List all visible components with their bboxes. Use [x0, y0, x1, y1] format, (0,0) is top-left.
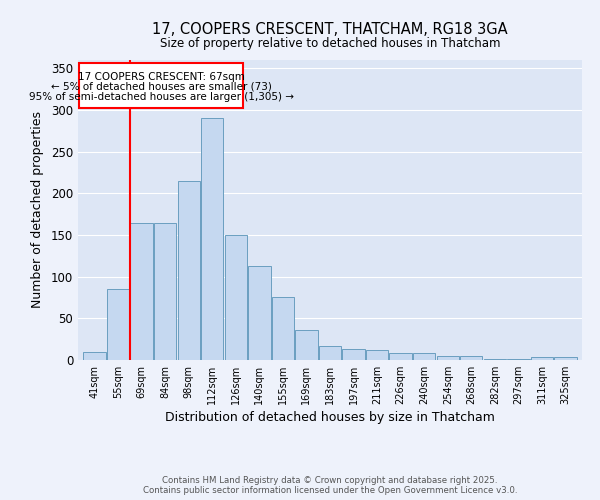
- Bar: [484, 359, 506, 360]
- Bar: [531, 356, 553, 360]
- Bar: [460, 356, 482, 360]
- Bar: [201, 118, 223, 360]
- Text: Contains public sector information licensed under the Open Government Licence v3: Contains public sector information licen…: [143, 486, 517, 495]
- Bar: [130, 222, 153, 360]
- Bar: [295, 330, 317, 360]
- X-axis label: Distribution of detached houses by size in Thatcham: Distribution of detached houses by size …: [165, 411, 495, 424]
- Bar: [83, 352, 106, 360]
- Bar: [507, 359, 530, 360]
- Bar: [154, 222, 176, 360]
- Bar: [178, 181, 200, 360]
- Bar: [413, 354, 436, 360]
- Bar: [107, 289, 129, 360]
- Bar: [366, 350, 388, 360]
- Y-axis label: Number of detached properties: Number of detached properties: [31, 112, 44, 308]
- Text: Size of property relative to detached houses in Thatcham: Size of property relative to detached ho…: [160, 38, 500, 51]
- Text: 95% of semi-detached houses are larger (1,305) →: 95% of semi-detached houses are larger (…: [29, 92, 293, 102]
- Text: 17, COOPERS CRESCENT, THATCHAM, RG18 3GA: 17, COOPERS CRESCENT, THATCHAM, RG18 3GA: [152, 22, 508, 38]
- Bar: [437, 356, 459, 360]
- Bar: [554, 356, 577, 360]
- Bar: [224, 235, 247, 360]
- Bar: [79, 64, 243, 108]
- Text: ← 5% of detached houses are smaller (73): ← 5% of detached houses are smaller (73): [50, 82, 271, 92]
- Bar: [248, 266, 271, 360]
- Bar: [389, 352, 412, 360]
- Bar: [272, 296, 294, 360]
- Text: 17 COOPERS CRESCENT: 67sqm: 17 COOPERS CRESCENT: 67sqm: [77, 72, 244, 82]
- Bar: [343, 349, 365, 360]
- Bar: [319, 346, 341, 360]
- Text: Contains HM Land Registry data © Crown copyright and database right 2025.: Contains HM Land Registry data © Crown c…: [162, 476, 498, 485]
